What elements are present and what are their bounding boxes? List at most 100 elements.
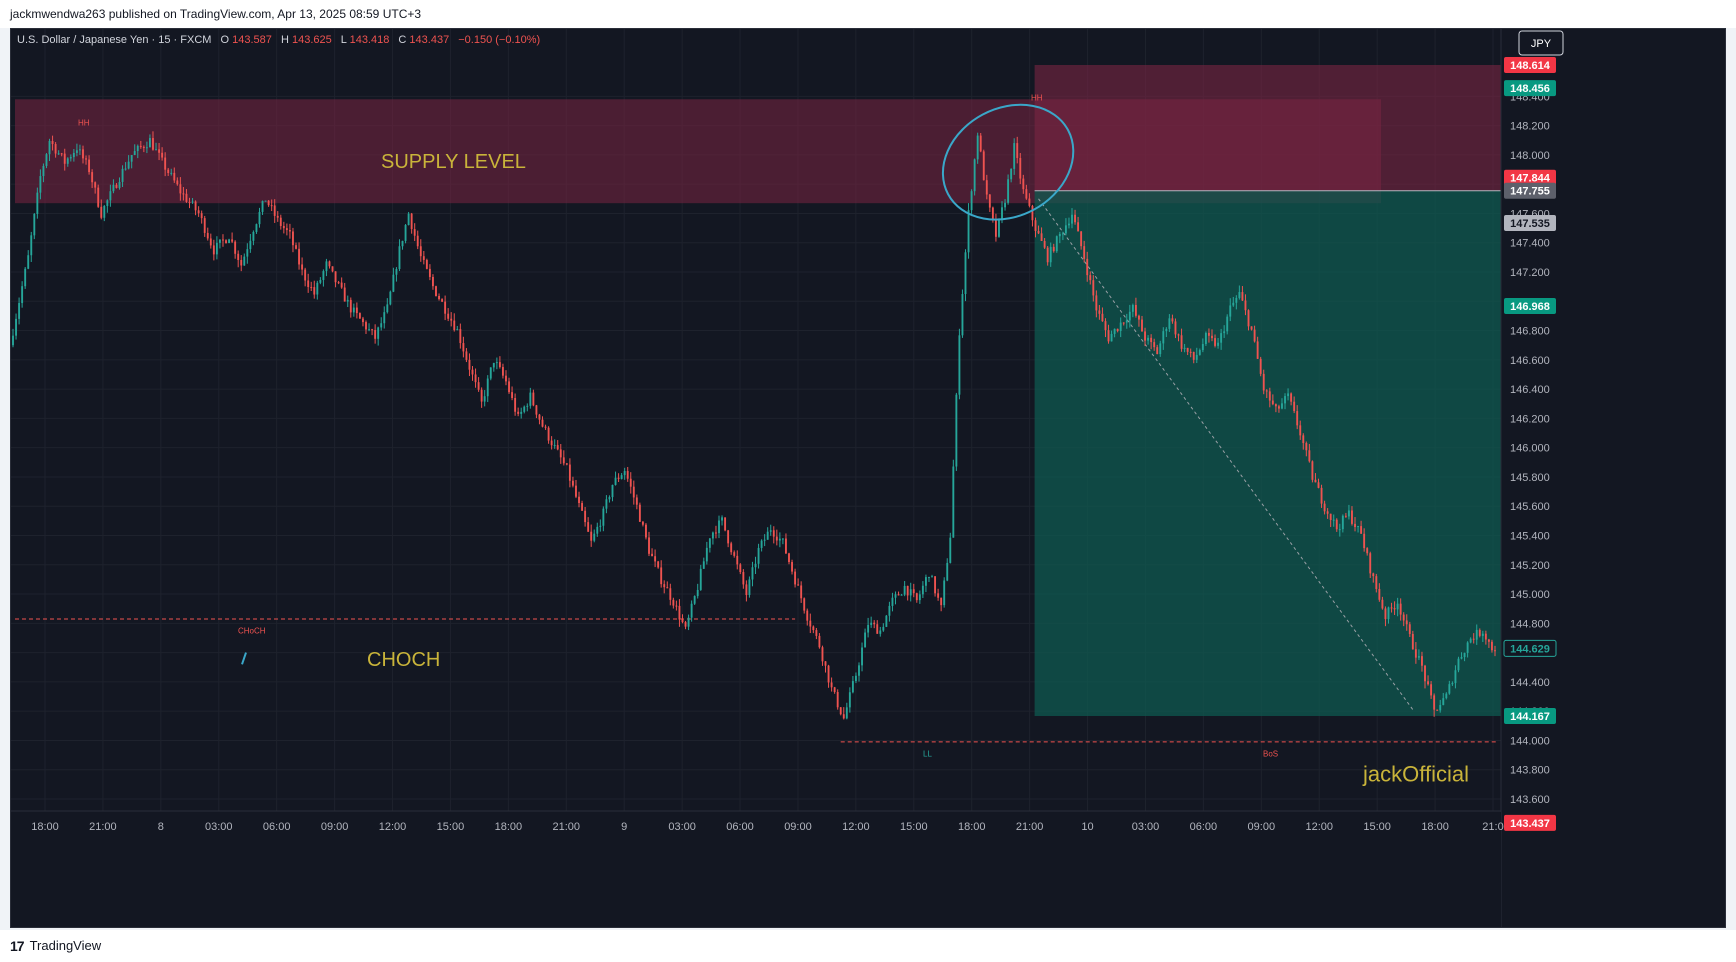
candle[interactable] — [1110, 330, 1113, 342]
candle[interactable] — [1375, 573, 1378, 593]
candle[interactable] — [745, 580, 748, 602]
candle[interactable] — [51, 135, 54, 151]
candle[interactable] — [1472, 633, 1475, 644]
candle[interactable] — [867, 617, 870, 638]
candle[interactable] — [772, 526, 775, 544]
candle[interactable] — [322, 269, 325, 287]
candle[interactable] — [1165, 327, 1168, 338]
candle[interactable] — [584, 506, 587, 527]
candle[interactable] — [818, 633, 821, 649]
candle[interactable] — [276, 211, 279, 222]
candle[interactable] — [1144, 327, 1146, 347]
candle[interactable] — [547, 426, 550, 444]
candle[interactable] — [1302, 433, 1305, 450]
candle[interactable] — [702, 557, 705, 569]
candle[interactable] — [553, 439, 556, 449]
candle[interactable] — [1122, 322, 1125, 326]
candle[interactable] — [316, 280, 319, 300]
candle[interactable] — [590, 524, 593, 547]
candle[interactable] — [112, 179, 115, 194]
candle[interactable] — [785, 533, 787, 555]
candle[interactable] — [325, 258, 328, 277]
candle[interactable] — [1150, 334, 1153, 350]
candle[interactable] — [392, 267, 395, 293]
candle[interactable] — [85, 155, 87, 165]
candle[interactable] — [188, 197, 191, 209]
candle[interactable] — [882, 623, 885, 632]
candle[interactable] — [1320, 484, 1323, 508]
candle[interactable] — [66, 157, 69, 167]
candle[interactable] — [432, 274, 434, 290]
tradingview-logo-icon[interactable]: 17 — [10, 938, 25, 954]
candle[interactable] — [42, 163, 45, 183]
candle[interactable] — [523, 405, 526, 414]
candle[interactable] — [465, 348, 468, 363]
candle[interactable] — [148, 134, 151, 148]
candle[interactable] — [377, 326, 380, 346]
candle[interactable] — [739, 563, 742, 575]
candle[interactable] — [608, 495, 611, 503]
candle[interactable] — [1430, 681, 1433, 699]
candle[interactable] — [1299, 420, 1302, 440]
candle[interactable] — [444, 295, 447, 321]
candle[interactable] — [1080, 231, 1083, 250]
candle[interactable] — [197, 206, 200, 217]
candle[interactable] — [368, 323, 370, 332]
candle[interactable] — [578, 491, 580, 508]
candle[interactable] — [79, 144, 81, 155]
candle[interactable] — [413, 223, 416, 242]
candle[interactable] — [471, 366, 474, 381]
candle[interactable] — [1153, 338, 1156, 351]
candle[interactable] — [352, 303, 355, 317]
candle[interactable] — [520, 407, 523, 419]
candle[interactable] — [164, 152, 167, 177]
candle[interactable] — [1226, 314, 1229, 335]
candle[interactable] — [1338, 523, 1341, 537]
candle[interactable] — [480, 387, 483, 408]
candle[interactable] — [492, 362, 495, 372]
candle[interactable] — [407, 211, 410, 226]
candle[interactable] — [1469, 637, 1472, 644]
candle[interactable] — [1308, 443, 1311, 463]
candle[interactable] — [1238, 285, 1241, 300]
candle[interactable] — [456, 325, 459, 331]
candle[interactable] — [1329, 513, 1332, 528]
candle[interactable] — [851, 675, 854, 694]
candle[interactable] — [1427, 675, 1429, 686]
candle[interactable] — [389, 290, 392, 306]
candle[interactable] — [1217, 337, 1220, 349]
candle[interactable] — [1125, 313, 1128, 329]
candle[interactable] — [937, 588, 940, 601]
candle[interactable] — [1077, 216, 1080, 232]
candle[interactable] — [1162, 327, 1165, 350]
candle[interactable] — [152, 131, 154, 151]
candle[interactable] — [1396, 597, 1399, 617]
candle[interactable] — [228, 238, 231, 244]
candle[interactable] — [203, 215, 206, 237]
candle[interactable] — [115, 183, 118, 189]
candle[interactable] — [60, 152, 63, 157]
candle[interactable] — [924, 574, 927, 593]
candle[interactable] — [468, 353, 471, 377]
candle[interactable] — [1098, 305, 1101, 320]
candle[interactable] — [839, 707, 842, 716]
candle[interactable] — [45, 153, 48, 169]
candle[interactable] — [760, 539, 763, 552]
candle[interactable] — [267, 200, 270, 207]
candle[interactable] — [109, 184, 112, 207]
candle[interactable] — [1433, 693, 1436, 717]
candle[interactable] — [1369, 551, 1372, 579]
candle[interactable] — [1463, 652, 1466, 662]
trend-projection-line[interactable] — [1038, 198, 1415, 712]
candle[interactable] — [1487, 638, 1490, 648]
take-profit-zone[interactable] — [1034, 190, 1501, 716]
candle[interactable] — [273, 199, 276, 223]
candle[interactable] — [970, 189, 973, 214]
candle[interactable] — [727, 529, 730, 548]
candle[interactable] — [1074, 209, 1076, 225]
candle[interactable] — [103, 204, 106, 222]
candle[interactable] — [1241, 286, 1244, 301]
candle[interactable] — [751, 561, 754, 587]
candle[interactable] — [651, 548, 653, 557]
candle[interactable] — [1393, 601, 1396, 615]
